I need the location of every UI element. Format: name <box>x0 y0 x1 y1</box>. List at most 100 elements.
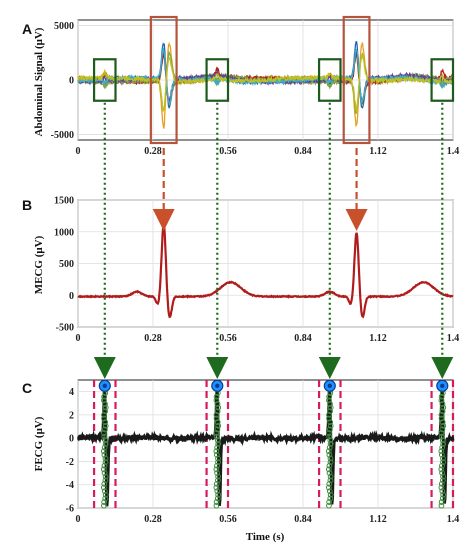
fecg-sample-marker <box>326 451 333 458</box>
fecg-sample-marker <box>213 484 220 491</box>
fecg-sample-marker <box>440 473 447 480</box>
fecg-sample-marker <box>213 499 220 505</box>
panel-b-xtick-label: 1.4 <box>447 333 460 344</box>
fecg-sample-marker <box>327 495 334 502</box>
fecg-sample-marker <box>440 477 446 484</box>
panel-c-xtick-label: 0.84 <box>294 514 312 525</box>
panel-a-series <box>77 41 454 129</box>
fecg-sample-marker <box>213 433 220 440</box>
fecg-sample-marker <box>102 495 109 502</box>
panel-c-series <box>76 379 455 509</box>
fecg-sample-marker <box>326 393 333 400</box>
panel-c-xtick-label: 0.28 <box>144 514 162 525</box>
panel-c-grid <box>77 380 454 509</box>
panel-c-xtick-label: 1.12 <box>369 514 387 525</box>
panel-b-xtick-label: 0.28 <box>144 333 162 344</box>
fecg-sample-marker <box>440 459 446 465</box>
mecg-line <box>77 223 454 319</box>
panel-a-ytick-label: 5000 <box>54 21 74 32</box>
fecg-sample-marker <box>440 422 447 429</box>
fecg-sample-marker <box>102 419 109 426</box>
fecg-sample-marker <box>439 437 446 444</box>
fetal-peak-center <box>440 383 445 389</box>
panel-a-boxes <box>92 15 455 145</box>
fecg-sample-marker <box>214 401 221 407</box>
fecg-sample-marker <box>101 462 108 469</box>
fecg-sample-marker <box>326 430 332 436</box>
fecg-sample-marker <box>101 470 108 476</box>
panel-b-xtick-label: 0 <box>76 333 81 344</box>
fecg-sample-marker <box>102 422 109 429</box>
fecg-sample-marker <box>439 408 446 415</box>
fecg-sample-marker <box>214 408 221 415</box>
fecg-sample-marker <box>215 473 222 480</box>
fecg-sample-marker <box>327 419 334 426</box>
fecg-sample-marker <box>326 415 332 422</box>
fecg-sample-marker <box>214 444 221 451</box>
fecg-sample-marker <box>101 488 108 495</box>
panel-c-xtick-label: 1.4 <box>447 514 460 525</box>
fecg-sample-marker <box>214 426 221 433</box>
fecg-sample-marker <box>440 404 447 411</box>
fecg-sample-marker <box>102 408 108 415</box>
fecg-sample-marker <box>326 470 333 476</box>
panel-b-ytick-label: 1000 <box>54 227 74 238</box>
fecg-sample-marker <box>438 502 445 509</box>
panel-b-xtick-label: 1.12 <box>369 333 387 344</box>
panel-c-xlabel: Time (s) <box>246 531 285 543</box>
fecg-sample-marker <box>326 488 333 495</box>
fecg-sample-marker <box>101 411 107 418</box>
fecg-line <box>76 388 455 507</box>
fecg-sample-marker <box>101 426 108 433</box>
fecg-sample-marker <box>326 444 333 451</box>
fecg-sample-marker <box>440 441 447 447</box>
panel-a-series-line <box>77 41 454 129</box>
fecg-sample-marker <box>215 477 221 484</box>
fecg-sample-marker <box>102 459 109 465</box>
fecg-sample-marker <box>438 484 445 491</box>
panel-letter-a: A <box>22 21 32 37</box>
panel-b-ytick-label: 500 <box>59 259 74 270</box>
fecg-sample-marker <box>326 397 332 404</box>
fecg-sample-marker <box>325 466 332 473</box>
fecg-sample-marker <box>214 419 221 426</box>
fecg-sample-marker <box>213 411 220 418</box>
fecg-sample-marker <box>101 444 108 451</box>
fecg-sample-marker <box>438 480 445 487</box>
fecg-sample-marker <box>438 466 445 473</box>
panel-a-xtick-label: 1.4 <box>447 146 460 157</box>
fecg-sample-marker <box>101 397 107 404</box>
fecg-sample-marker <box>101 480 108 487</box>
fecg-sample-marker <box>214 462 220 469</box>
fecg-sample-marker <box>439 444 446 451</box>
panel-b-ytick-label: 0 <box>69 291 74 302</box>
fecg-sample-marker <box>439 470 445 476</box>
fecg-sample-marker <box>213 430 220 436</box>
fecg-sample-marker <box>102 401 108 407</box>
fecg-sample-marker <box>100 484 107 491</box>
fetal-window-box <box>92 58 117 102</box>
fecg-sample-marker <box>327 441 334 447</box>
fecg-sample-marker <box>102 455 109 462</box>
fecg-sample-marker <box>438 397 445 404</box>
fecg-sample-marker <box>326 480 333 487</box>
panel-b-grid <box>77 199 454 328</box>
panel-a-xtick-label: 0.28 <box>144 146 162 157</box>
fecg-sample-marker <box>214 437 221 444</box>
panel-a-xtick-label: 0.56 <box>219 146 237 157</box>
fecg-sample-marker <box>438 411 445 418</box>
panel-c-windows <box>92 380 455 508</box>
panel-c-xtick-label: 0 <box>76 514 81 525</box>
fecg-sample-marker <box>101 433 108 440</box>
fecg-sample-marker <box>327 422 334 429</box>
fetal-window-box <box>430 58 455 102</box>
fetal-peak-center <box>327 383 332 389</box>
fecg-sample-marker <box>327 408 333 415</box>
fecg-sample-marker <box>100 466 107 473</box>
fecg-sample-marker <box>438 393 445 400</box>
fecg-sample-marker <box>327 473 334 480</box>
fecg-sample-marker <box>101 415 107 422</box>
